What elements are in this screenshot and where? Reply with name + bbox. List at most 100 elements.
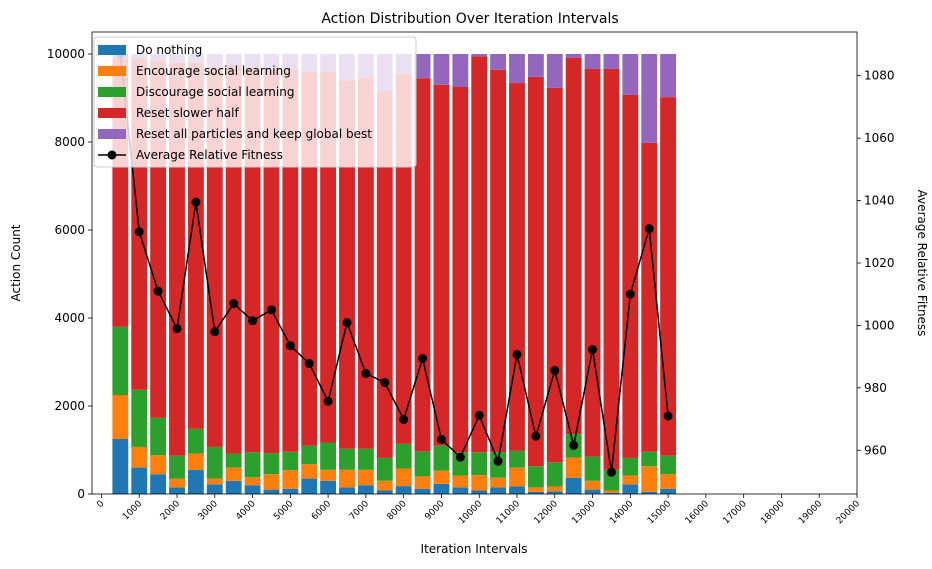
line-marker — [380, 378, 390, 388]
bar-segment — [187, 469, 204, 494]
bar-segment — [603, 492, 620, 494]
line-marker — [285, 341, 295, 351]
line-marker — [172, 324, 182, 334]
line-marker — [588, 344, 598, 354]
legend-label: Reset slower half — [136, 106, 240, 120]
bar-segment — [527, 54, 544, 77]
bar-segment — [527, 491, 544, 494]
legend-swatch — [98, 66, 126, 76]
bar-segment — [546, 486, 563, 492]
bar-segment — [320, 480, 337, 494]
bar-segment — [433, 483, 450, 494]
bar-segment — [527, 466, 544, 488]
y2-tick-label: 1020 — [864, 256, 895, 270]
bar-segment — [641, 142, 658, 452]
bar-segment — [546, 54, 563, 88]
bar-segment — [169, 487, 185, 494]
y-tick-label: 6000 — [54, 223, 85, 237]
line-marker — [134, 227, 144, 237]
bar-segment — [320, 442, 337, 470]
bar-segment — [509, 467, 525, 487]
bar-segment — [206, 484, 223, 494]
bar-segment — [339, 80, 355, 449]
bar-segment — [452, 87, 469, 453]
line-marker — [644, 224, 654, 234]
bar-segment — [244, 452, 261, 478]
bar-segment — [150, 455, 167, 475]
bar-segment — [376, 457, 393, 481]
bar-segment — [490, 69, 507, 453]
bar-segment — [301, 464, 318, 479]
bar-segment — [565, 477, 582, 494]
bar-segment — [565, 457, 582, 478]
line-marker — [474, 410, 484, 420]
bar-segment — [414, 451, 431, 477]
bar-segment — [169, 455, 185, 479]
bar-segment — [263, 489, 280, 494]
bar-segment — [395, 443, 412, 469]
bar-segment — [395, 468, 412, 487]
x-axis-label: Iteration Intervals — [421, 542, 528, 556]
line-marker — [153, 286, 163, 296]
bar-segment — [339, 487, 355, 494]
bar-segment — [376, 480, 393, 491]
legend-box — [93, 36, 417, 168]
bar-segment — [187, 453, 204, 470]
bar-segment — [301, 478, 318, 494]
bar-segment — [206, 446, 223, 479]
bar-segment — [225, 467, 242, 481]
x-tick-label: 0 — [95, 499, 106, 510]
line-marker — [493, 456, 503, 466]
y-tick-label: 2000 — [54, 399, 85, 413]
bar-segment — [414, 488, 431, 494]
bar-segment — [471, 56, 488, 453]
y2-tick-label: 1040 — [864, 194, 895, 208]
bar-segment — [433, 84, 450, 446]
y2-tick-label: 1080 — [864, 69, 895, 83]
bar-segment — [660, 455, 677, 475]
bar-segment — [357, 448, 374, 470]
bar-segment — [244, 477, 261, 486]
bar-segment — [339, 448, 355, 470]
bar-segment — [414, 78, 431, 452]
bar-segment — [452, 487, 469, 494]
bar-segment — [357, 78, 374, 449]
line-marker — [569, 440, 579, 450]
y-axis-label: Action Count — [9, 224, 23, 301]
bar-segment — [603, 490, 620, 493]
legend-label: Average Relative Fitness — [136, 148, 283, 162]
bar-segment — [584, 456, 601, 481]
line-marker — [304, 359, 314, 369]
line-marker — [455, 452, 465, 462]
bar-segment — [509, 486, 525, 494]
bar-segment — [622, 54, 639, 95]
bar-segment — [641, 54, 658, 143]
line-marker — [399, 414, 409, 424]
bar-segment — [452, 54, 469, 87]
bar-segment — [490, 54, 507, 70]
bar-segment — [414, 54, 431, 79]
bar-segment — [282, 451, 299, 471]
bar-segment — [527, 76, 544, 467]
bar-segment — [263, 474, 280, 490]
bar-segment — [357, 485, 374, 494]
bar-segment — [565, 57, 582, 435]
bar-segment — [565, 54, 582, 58]
legend-label: Reset all particles and keep global best — [136, 127, 372, 141]
bar-segment — [244, 485, 261, 494]
bar-segment — [509, 83, 525, 451]
line-marker — [361, 369, 371, 379]
bar-segment — [622, 94, 639, 458]
bar-segment — [603, 68, 620, 470]
bar-segment — [376, 91, 393, 458]
bar-segment — [603, 469, 620, 491]
y2-tick-label: 980 — [864, 381, 887, 395]
bar-segment — [471, 452, 488, 476]
bar-segment — [509, 54, 525, 84]
bar-segment — [546, 462, 563, 487]
bar-segment — [263, 453, 280, 475]
legend-marker — [107, 150, 117, 160]
line-marker — [512, 349, 522, 359]
bar-segment — [490, 487, 507, 494]
